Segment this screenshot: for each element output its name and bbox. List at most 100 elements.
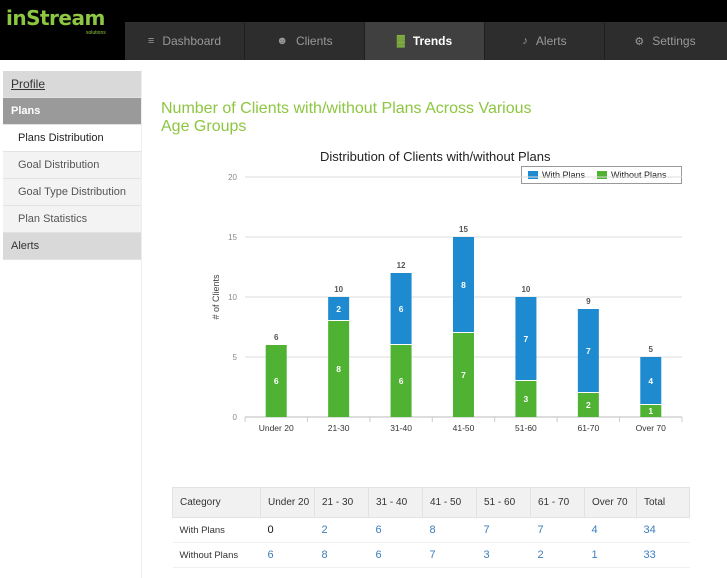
y-tick-label: 20 bbox=[228, 173, 237, 182]
table-cell-link[interactable]: 6 bbox=[368, 517, 423, 543]
rss-icon: ≡ bbox=[147, 35, 155, 47]
total-label: 10 bbox=[334, 285, 343, 294]
table-cell-link[interactable]: 3 bbox=[476, 542, 531, 568]
sidebar-item-goal-type-distribution[interactable]: Goal Type Distribution bbox=[3, 179, 141, 206]
bar-without-plans bbox=[390, 345, 412, 417]
bar-without-plans bbox=[577, 393, 599, 417]
table-header: Category bbox=[172, 487, 261, 518]
table-header: 41 - 50 bbox=[422, 487, 477, 518]
total-label: 6 bbox=[274, 333, 279, 342]
table-header: Over 70 bbox=[584, 487, 637, 518]
table-row: With Plans 0 2 6 8 7 7 4 34 bbox=[172, 517, 690, 543]
chart-legend: With Plans Without Plans bbox=[521, 166, 682, 184]
page-title: Number of Clients with/without Plans Acr… bbox=[161, 100, 532, 135]
table-header: 21 - 30 bbox=[314, 487, 369, 518]
data-label-without-plans: 6 bbox=[399, 376, 404, 386]
bar-with-plans bbox=[453, 237, 474, 332]
brand-subtitle: solutions bbox=[86, 30, 106, 36]
nav-settings[interactable]: ⚙ Settings bbox=[605, 22, 725, 60]
nav-dashboard[interactable]: ≡ Dashboard bbox=[125, 22, 245, 60]
data-label-with-plans: 2 bbox=[336, 304, 341, 314]
bar-without-plans bbox=[328, 321, 350, 417]
data-label-with-plans: 8 bbox=[461, 280, 466, 290]
nav-label: Dashboard bbox=[162, 34, 222, 48]
top-bar: inStream solutions ≡ Dashboard ☻ Clients… bbox=[0, 0, 727, 60]
table-cell-link[interactable]: 8 bbox=[422, 517, 477, 543]
table-header: 61 - 70 bbox=[530, 487, 585, 518]
table-header: 31 - 40 bbox=[368, 487, 423, 518]
table-cell-link[interactable]: 1 bbox=[584, 542, 637, 568]
sidebar-item-plans-distribution[interactable]: Plans Distribution bbox=[3, 125, 141, 152]
sidebar-item-plans[interactable]: Plans bbox=[3, 98, 141, 125]
gear-icon: ⚙ bbox=[634, 35, 645, 48]
bar-with-plans bbox=[515, 297, 537, 380]
data-label-with-plans: 4 bbox=[648, 376, 653, 386]
main-nav: ≡ Dashboard ☻ Clients ▓ Trends ♪ Alerts … bbox=[125, 22, 727, 60]
x-tick-label: 51-60 bbox=[515, 423, 537, 433]
data-label-with-plans: 6 bbox=[399, 304, 404, 314]
total-label: 15 bbox=[459, 225, 468, 234]
legend-item-with-plans[interactable]: With Plans bbox=[528, 170, 585, 180]
bar-with-plans bbox=[390, 273, 412, 344]
bar-chart-icon: ▓ bbox=[396, 35, 405, 47]
chart-title: Distribution of Clients with/without Pla… bbox=[320, 149, 551, 164]
table-cell-link[interactable]: 8 bbox=[314, 542, 369, 568]
x-tick-label: 31-40 bbox=[390, 423, 412, 433]
row-label: Without Plans bbox=[172, 542, 261, 568]
table-cell-link[interactable]: 2 bbox=[530, 542, 585, 568]
data-label-without-plans: 7 bbox=[461, 370, 466, 380]
x-tick-label: Over 70 bbox=[636, 423, 667, 433]
bar-without-plans bbox=[515, 381, 537, 417]
bar-with-plans bbox=[640, 357, 662, 404]
y-tick-label: 10 bbox=[228, 293, 237, 302]
bar-without-plans bbox=[265, 345, 287, 417]
table-cell-link[interactable]: 7 bbox=[422, 542, 477, 568]
nav-label: Trends bbox=[412, 34, 453, 48]
bar-with-plans bbox=[328, 297, 350, 320]
main-content: Number of Clients with/without Plans Acr… bbox=[141, 70, 727, 578]
nav-clients[interactable]: ☻ Clients bbox=[245, 22, 365, 60]
nav-alerts[interactable]: ♪ Alerts bbox=[485, 22, 605, 60]
legend-swatch-with bbox=[528, 171, 538, 179]
table-cell-link[interactable]: 7 bbox=[530, 517, 585, 543]
nav-trends[interactable]: ▓ Trends bbox=[365, 22, 485, 60]
table-cell-link[interactable]: 34 bbox=[636, 517, 690, 543]
y-tick-label: 5 bbox=[233, 353, 238, 362]
legend-label: With Plans bbox=[542, 170, 586, 180]
legend-item-without-plans[interactable]: Without Plans bbox=[597, 170, 667, 180]
sidebar: Profile Plans Plans Distribution Goal Di… bbox=[3, 71, 141, 260]
table-cell-link[interactable]: 7 bbox=[476, 517, 531, 543]
sidebar-item-plan-statistics[interactable]: Plan Statistics bbox=[3, 206, 141, 233]
data-label-without-plans: 6 bbox=[274, 376, 279, 386]
table-cell: 0 bbox=[260, 517, 315, 543]
table-header: Total bbox=[636, 487, 690, 518]
legend-label: Without Plans bbox=[611, 170, 667, 180]
table-cell-link[interactable]: 33 bbox=[636, 542, 690, 568]
total-label: 10 bbox=[521, 285, 530, 294]
data-label-with-plans: 7 bbox=[524, 334, 529, 344]
data-label-without-plans: 3 bbox=[524, 394, 529, 404]
data-label-without-plans: 2 bbox=[586, 400, 591, 410]
y-tick-label: 15 bbox=[228, 233, 237, 242]
bell-icon: ♪ bbox=[522, 35, 528, 47]
x-tick-label: 21-30 bbox=[328, 423, 350, 433]
sidebar-item-profile[interactable]: Profile bbox=[3, 71, 141, 98]
data-label-without-plans: 8 bbox=[336, 364, 341, 374]
bar-without-plans bbox=[640, 405, 662, 417]
legend-swatch-without bbox=[597, 171, 608, 179]
y-axis-label: # of Clients bbox=[211, 274, 221, 320]
data-label-without-plans: 1 bbox=[648, 406, 653, 416]
table-cell-link[interactable]: 6 bbox=[260, 542, 315, 568]
sidebar-item-alerts[interactable]: Alerts bbox=[3, 233, 141, 260]
brand-logo[interactable]: inStream bbox=[6, 6, 105, 30]
table-header: 51 - 60 bbox=[476, 487, 531, 518]
nav-label: Alerts bbox=[535, 34, 567, 48]
table-cell-link[interactable]: 2 bbox=[314, 517, 369, 543]
data-label-with-plans: 7 bbox=[586, 346, 591, 356]
sidebar-item-goal-distribution[interactable]: Goal Distribution bbox=[3, 152, 141, 179]
x-tick-label: 61-70 bbox=[577, 423, 599, 433]
table-cell-link[interactable]: 6 bbox=[368, 542, 423, 568]
table-cell-link[interactable]: 4 bbox=[584, 517, 637, 543]
table-header: Under 20 bbox=[260, 487, 315, 518]
